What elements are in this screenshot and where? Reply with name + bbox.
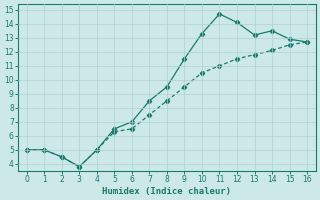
X-axis label: Humidex (Indice chaleur): Humidex (Indice chaleur)	[102, 187, 231, 196]
